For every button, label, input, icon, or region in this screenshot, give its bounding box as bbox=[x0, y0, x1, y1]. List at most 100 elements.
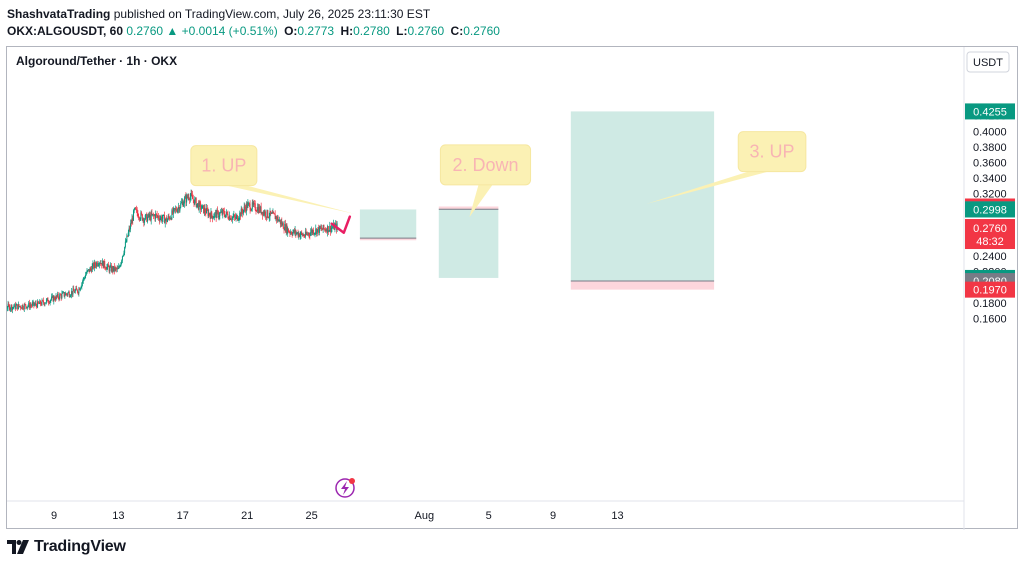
close-label: C: bbox=[450, 24, 464, 38]
candle-body bbox=[175, 208, 177, 211]
x-tick-label: 13 bbox=[611, 510, 623, 522]
candle-body bbox=[231, 219, 233, 221]
candle-body bbox=[11, 305, 13, 310]
candle-body bbox=[168, 216, 170, 218]
candle-body bbox=[45, 299, 47, 303]
candle-body bbox=[207, 210, 209, 216]
candle-body bbox=[301, 233, 303, 236]
candle-body bbox=[124, 246, 126, 253]
candle-body bbox=[93, 263, 95, 269]
candle-body bbox=[136, 209, 138, 214]
author-name[interactable]: ShashvataTrading bbox=[7, 7, 111, 21]
candle-body bbox=[208, 212, 210, 216]
price-chart[interactable]: Algoround/Tether · 1h · OKX USDT 0.1600 0.1… bbox=[7, 47, 1019, 530]
candle-body bbox=[196, 203, 198, 207]
candle-body bbox=[237, 215, 239, 221]
chart-frame[interactable]: Algoround/Tether · 1h · OKX USDT 0.1600 0.1… bbox=[6, 46, 1019, 530]
candle-body bbox=[156, 214, 158, 217]
candle-body bbox=[253, 203, 255, 205]
candle-body bbox=[62, 292, 64, 294]
candle-body bbox=[138, 217, 140, 220]
candle-body bbox=[302, 235, 304, 237]
candle-body bbox=[87, 269, 89, 271]
y-tick-label: 0.1600 bbox=[973, 314, 1007, 326]
candle-body bbox=[121, 256, 123, 261]
candle-body bbox=[294, 229, 296, 233]
candle-body bbox=[161, 216, 163, 221]
candle-body bbox=[22, 305, 24, 309]
candle-body bbox=[179, 207, 181, 211]
candle-body bbox=[91, 266, 93, 272]
candle-body bbox=[109, 266, 111, 272]
candle-body bbox=[170, 218, 172, 220]
candle-body bbox=[78, 288, 80, 294]
candle-body bbox=[273, 213, 275, 215]
candle-body bbox=[279, 219, 281, 225]
candle-body bbox=[203, 207, 205, 214]
candle-body bbox=[17, 304, 19, 310]
position-2-target-zone bbox=[438, 209, 499, 278]
high-value: 0.2780 bbox=[353, 24, 390, 38]
candle-body bbox=[256, 210, 258, 212]
candle-body bbox=[39, 300, 41, 304]
candle-body bbox=[20, 306, 22, 308]
candle-body bbox=[251, 202, 253, 209]
candle-body bbox=[276, 216, 278, 220]
candle-body bbox=[197, 203, 199, 205]
candle-body bbox=[121, 260, 123, 263]
candle-body bbox=[131, 218, 133, 224]
candle-body bbox=[62, 292, 64, 294]
candle-body bbox=[280, 221, 282, 225]
currency-label[interactable]: USDT bbox=[973, 57, 1003, 69]
candle-body bbox=[115, 267, 117, 269]
candle-body bbox=[227, 214, 229, 219]
candle-body bbox=[307, 233, 309, 235]
brand-name[interactable]: TradingView bbox=[34, 538, 126, 555]
candle-body bbox=[305, 231, 307, 235]
candle-body bbox=[88, 269, 90, 272]
candle-body bbox=[17, 304, 19, 310]
candle-body bbox=[255, 210, 257, 212]
candle-body bbox=[40, 300, 42, 305]
candle-body bbox=[327, 226, 329, 233]
candle-body bbox=[53, 296, 55, 302]
candle-body bbox=[199, 202, 201, 204]
candle-body bbox=[31, 305, 33, 307]
candle-body bbox=[73, 291, 75, 293]
candle-body bbox=[165, 217, 167, 220]
candle-body bbox=[10, 305, 12, 309]
candle-body bbox=[126, 235, 128, 242]
candle-body bbox=[206, 208, 208, 214]
candle-body bbox=[142, 218, 144, 221]
candle-body bbox=[103, 261, 105, 268]
low-label: L: bbox=[396, 24, 408, 38]
candle-body bbox=[116, 268, 118, 270]
candle-body bbox=[306, 233, 308, 235]
candle-body bbox=[288, 232, 290, 234]
price-label-bg bbox=[965, 281, 1015, 298]
y-tick-label: 0.2400 bbox=[973, 251, 1007, 263]
candle-body bbox=[56, 295, 58, 297]
candle-body bbox=[113, 266, 115, 271]
candle-body bbox=[50, 299, 52, 301]
candle-body bbox=[34, 303, 36, 305]
candle-body bbox=[180, 203, 182, 208]
candle-body bbox=[216, 210, 218, 219]
candle-body bbox=[132, 218, 134, 221]
candle-body bbox=[164, 219, 166, 224]
candle-body bbox=[308, 233, 310, 235]
x-tick-label: 5 bbox=[486, 510, 492, 522]
candle-body bbox=[290, 232, 292, 234]
candle-body bbox=[251, 208, 253, 211]
candle-body bbox=[153, 215, 155, 217]
candle-body bbox=[260, 206, 262, 214]
candle-body bbox=[110, 265, 112, 267]
candle-body bbox=[290, 232, 292, 234]
publish-line: ShashvataTrading published on TradingVie… bbox=[7, 6, 500, 22]
candle-body bbox=[32, 301, 34, 304]
candle-body bbox=[92, 263, 94, 267]
candle-body bbox=[287, 228, 289, 234]
candle-body bbox=[11, 307, 13, 310]
candle-body bbox=[313, 233, 315, 235]
candle-body bbox=[276, 216, 278, 220]
